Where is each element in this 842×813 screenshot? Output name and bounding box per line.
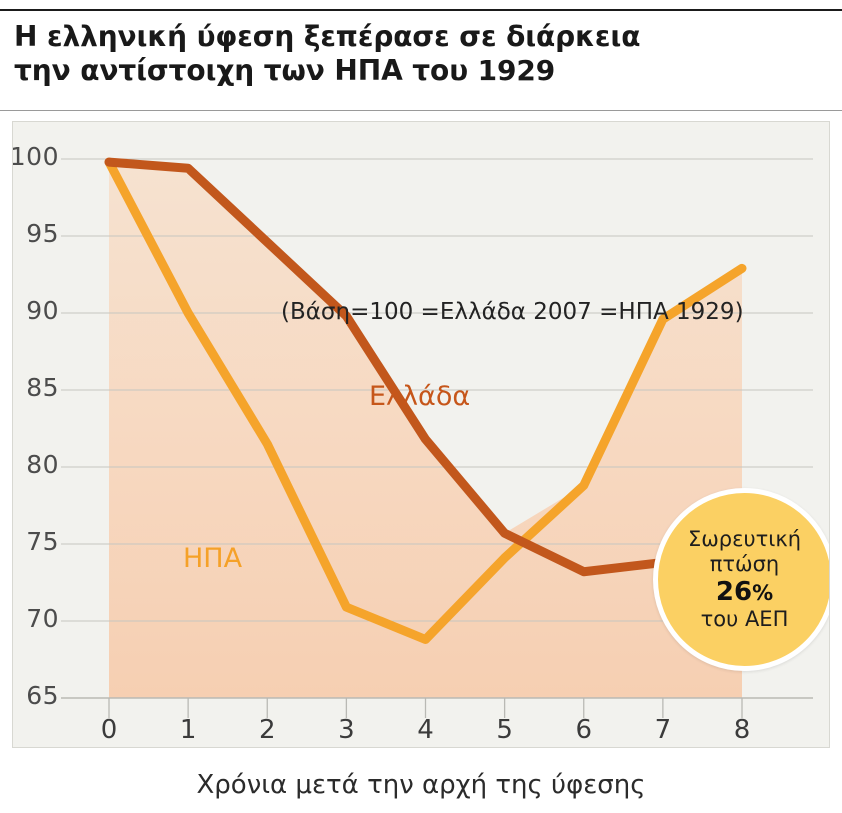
x-tick-7: 7 — [654, 715, 672, 745]
title-top-rule — [0, 9, 842, 11]
x-tick-2: 2 — [258, 715, 276, 745]
x-tick-6: 6 — [575, 715, 593, 745]
chart-subtitle: (Βάση=100 =Ελλάδα 2007 =ΗΠΑ 1929) — [281, 299, 744, 325]
x-axis-label: Χρόνια μετά την αρχή της ύφεσης — [196, 770, 646, 800]
y-tick-70: 70 — [26, 604, 59, 633]
callout-line-2: πτώση — [709, 551, 780, 576]
cumulative-drop-callout: Σωρευτική πτώση 26% του ΑΕΠ — [653, 488, 829, 671]
series-line-greece — [104, 157, 747, 577]
x-tick-3: 3 — [338, 715, 355, 745]
greece-shaded-band — [109, 162, 742, 698]
y-tick-95: 95 — [26, 219, 59, 248]
y-tick-75: 75 — [26, 527, 59, 556]
series-label-usa: ΗΠΑ — [183, 543, 243, 574]
callout-number: 26 — [715, 576, 753, 607]
y-tick-90: 90 — [26, 296, 59, 325]
y-tick-100: 100 — [12, 142, 59, 171]
series-line-usa — [104, 157, 747, 644]
callout-line-1: Σωρευτική — [687, 527, 802, 552]
callout-unit: % — [752, 580, 774, 605]
callout-value: 26% — [716, 577, 773, 608]
line-chart-plot — [61, 157, 813, 718]
y-tick-80: 80 — [26, 450, 59, 479]
title-line-2: την αντίστοιχη των ΗΠΑ του 1929 — [14, 54, 556, 87]
page-title: Η ελληνική ύφεση ξεπέρασε σε διάρκεια τη… — [14, 20, 814, 88]
x-tick-4: 4 — [417, 715, 434, 745]
x-axis-ticks — [108, 698, 743, 718]
x-tick-1: 1 — [179, 715, 197, 745]
y-tick-65: 65 — [26, 681, 59, 710]
callout-line-3: του ΑΕΠ — [700, 607, 789, 632]
title-line-1: Η ελληνική ύφεση ξεπέρασε σε διάρκεια — [14, 20, 641, 53]
x-tick-5: 5 — [496, 715, 513, 745]
title-bottom-rule — [0, 110, 842, 111]
x-tick-0: 0 — [100, 715, 118, 745]
x-tick-8: 8 — [733, 715, 751, 745]
y-tick-85: 85 — [26, 373, 59, 402]
chart-panel: 65 70 75 80 85 90 95 100 0 1 2 3 4 5 6 7 8 (Βάση=100 =Ε… — [12, 121, 830, 748]
series-label-greece: Ελλάδα — [369, 381, 471, 412]
